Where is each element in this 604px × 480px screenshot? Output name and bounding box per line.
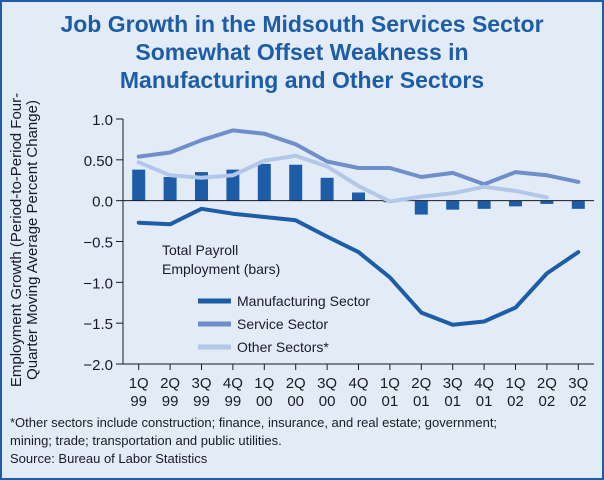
legend-label-other: Other Sectors* <box>237 339 329 355</box>
series-line-manufacturing <box>136 206 581 327</box>
x-tick-label-year: 02 <box>507 393 524 410</box>
x-tick-label-quarter: 3Q <box>443 375 463 392</box>
x-tick-label-quarter: 1Q <box>254 375 274 392</box>
x-tick-label-quarter: 2Q <box>286 375 306 392</box>
x-tick-label-year: 01 <box>382 393 399 410</box>
x-tick-label-year: 01 <box>413 393 430 410</box>
x-tick-label-quarter: 3Q <box>568 375 588 392</box>
bar-total-payroll <box>414 200 428 215</box>
x-tick-label-quarter: 2Q <box>411 375 431 392</box>
x-tick-label-quarter: 1Q <box>129 375 149 392</box>
y-axis-label-line-1: Employment Growth (Period-to-Period Four… <box>8 93 25 387</box>
bar-total-payroll <box>163 176 177 201</box>
bar-total-payroll <box>477 200 491 209</box>
x-tick-label-year: 00 <box>287 393 304 410</box>
x-tick-label-year: 00 <box>256 393 273 410</box>
x-tick-label-quarter: 1Q <box>380 375 400 392</box>
bar-total-payroll <box>509 200 522 207</box>
y-tick-label: −0.5 <box>83 235 113 252</box>
x-tick-label-quarter: 4Q <box>223 375 243 392</box>
legend-label-manufacturing: Manufacturing Sector <box>237 293 370 309</box>
x-tick-label-year: 00 <box>350 393 367 410</box>
bar-total-payroll <box>289 164 303 201</box>
x-tick-label-year: 01 <box>444 393 461 410</box>
chart-title-line-1: Job Growth in the Midsouth Services Sect… <box>60 11 544 37</box>
x-tick-label-year: 02 <box>539 393 556 410</box>
footnote-line-1: *Other sectors include construction; fin… <box>10 415 498 430</box>
source-note: Source: Bureau of Labor Statistics <box>10 451 208 466</box>
x-tick-label-quarter: 3Q <box>191 375 211 392</box>
x-tick-label-year: 99 <box>162 393 179 410</box>
x-tick-label-quarter: 2Q <box>537 375 557 392</box>
y-tick-label: 0.0 <box>92 194 113 211</box>
bar-total-payroll <box>571 200 585 209</box>
x-tick-label-year: 99 <box>193 393 210 410</box>
y-tick-label: 1.0 <box>92 112 113 129</box>
x-tick-label-year: 99 <box>130 393 147 410</box>
y-tick-label: −1.0 <box>83 275 113 292</box>
y-axis-label-line-2: Quarter Moving Average Percent Change) <box>24 100 41 380</box>
series-line-service <box>136 128 581 187</box>
bar-total-payroll <box>320 177 334 201</box>
x-tick-label-year: 99 <box>225 393 242 410</box>
bar-total-payroll <box>352 192 365 201</box>
bar-total-payroll <box>257 163 271 201</box>
y-tick-label: −1.5 <box>83 316 113 333</box>
y-tick-label: −2.0 <box>83 357 113 374</box>
footnote-line-2: mining; trade; transportation and public… <box>10 433 282 448</box>
bars-annotation-line-1: Total Payroll <box>162 242 238 258</box>
bars-annotation-line-2: Employment (bars) <box>162 261 280 277</box>
chart-title-line-2: Somewhat Offset Weakness in <box>135 39 469 65</box>
bar-total-payroll <box>446 200 460 210</box>
x-tick-label-quarter: 4Q <box>474 375 494 392</box>
x-tick-label-quarter: 2Q <box>160 375 180 392</box>
x-tick-label-quarter: 4Q <box>348 375 368 392</box>
bar-total-payroll <box>540 200 554 204</box>
series-line-other <box>136 153 549 204</box>
x-tick-label-year: 02 <box>570 393 587 410</box>
legend-label-service: Service Sector <box>237 316 328 332</box>
x-tick-label-year: 01 <box>476 393 493 410</box>
chart-title-line-3: Manufacturing and Other Sectors <box>119 67 485 93</box>
x-tick-label-quarter: 3Q <box>317 375 337 392</box>
y-tick-label: 0.50 <box>84 153 113 170</box>
x-tick-label-year: 00 <box>319 393 336 410</box>
x-tick-label-quarter: 1Q <box>505 375 525 392</box>
bar-total-payroll <box>132 169 146 201</box>
